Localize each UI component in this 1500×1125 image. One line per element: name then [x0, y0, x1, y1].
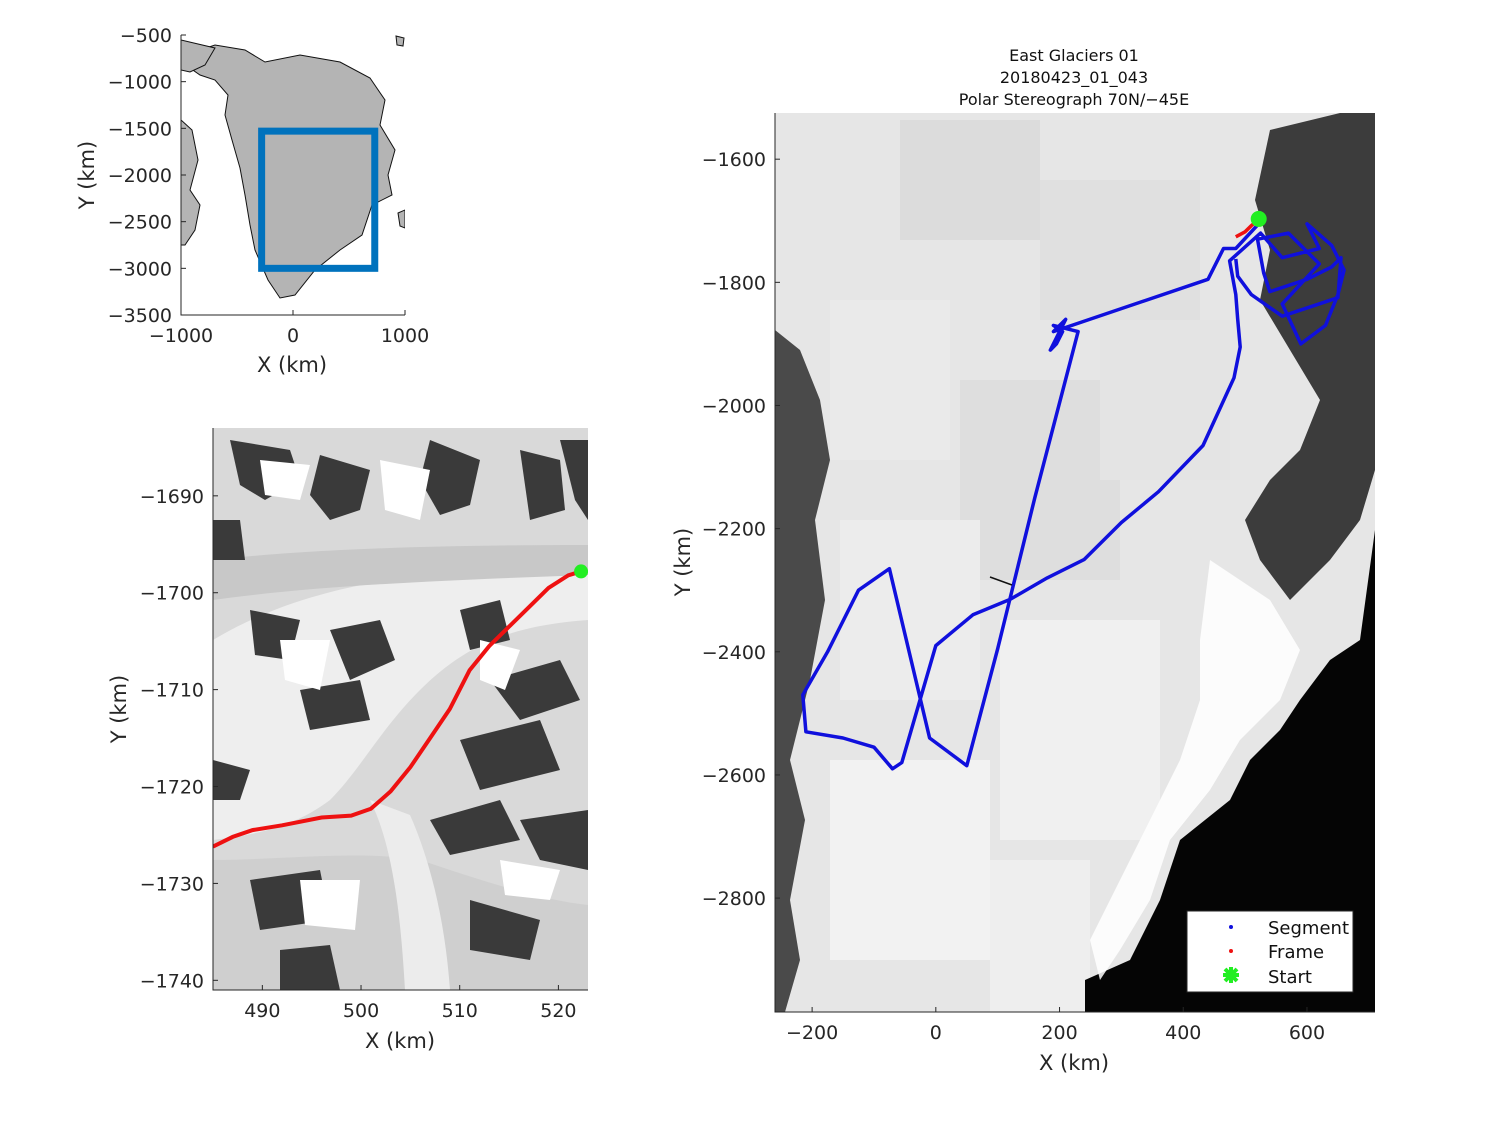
- overview-y-tick-label: −2500: [108, 212, 172, 234]
- legend-segment-label: Segment: [1268, 918, 1349, 939]
- zoom-y-label: Y (km): [107, 675, 131, 745]
- main-y-tick-label: −2400: [702, 642, 766, 664]
- main-x-tick-label: 600: [1289, 1022, 1325, 1044]
- main-y-tick-label: −2600: [702, 765, 766, 787]
- legend-start-label: Start: [1268, 967, 1312, 988]
- zoom-frame-track: [213, 569, 582, 849]
- main-coastal-fringe: [1090, 560, 1300, 980]
- main-title-line-2: 20180423_01_043: [1000, 68, 1148, 88]
- zoom-glacier-upper: [213, 545, 588, 600]
- zoom-x-label: X (km): [365, 1029, 435, 1053]
- overview-region-box: [258, 127, 379, 272]
- overview-y-tick-label: −1000: [108, 72, 172, 94]
- main-west-coast-terrain: [775, 330, 830, 1012]
- legend-segment-swatch: [1229, 925, 1233, 929]
- main-x-tick-label: −200: [786, 1022, 838, 1044]
- main-title-line-1: East Glaciers 01: [1009, 46, 1139, 65]
- zoom-y-tick-label: −1690: [140, 486, 204, 508]
- main-map: −200 0 200 400 600 −1600−1800−2000−2200−2400…: [671, 46, 1375, 1075]
- zoom-map: 490 500 510 520 −1690 −1700 −1710 −1720 −1730 −1…: [107, 428, 588, 1053]
- main-y-tick-label: −1600: [702, 149, 766, 171]
- legend-start-swatch: [1223, 967, 1239, 983]
- main-y-tick-label: −1800: [702, 272, 766, 294]
- main-start-marker: [1250, 210, 1267, 227]
- main-y-tick-label: −2000: [702, 395, 766, 417]
- zoom-y-tick-label: −1740: [140, 970, 204, 992]
- overview-y-tick-label: −1500: [108, 118, 172, 140]
- overview-x-tick-label: 1000: [381, 325, 429, 347]
- zoom-y-tick-label: −1700: [140, 583, 204, 605]
- zoom-snow-patches: [260, 460, 560, 930]
- legend-frame-swatch: [1229, 949, 1233, 953]
- zoom-start-marker: [574, 564, 588, 579]
- main-x-tick-label: 400: [1165, 1022, 1201, 1044]
- main-y-tick-label: −2800: [702, 888, 766, 910]
- main-mosaic-tiles: [830, 120, 1230, 1012]
- overview-y-tick-label: −3500: [108, 305, 172, 327]
- zoom-x-tick-label: 500: [343, 1000, 379, 1022]
- legend-frame-label: Frame: [1268, 942, 1324, 963]
- overview-y-label: Y (km): [75, 141, 99, 211]
- main-title-line-3: Polar Stereograph 70N/−45E: [959, 90, 1189, 109]
- overview-y-tick-label: −3000: [108, 258, 172, 280]
- overview-map: −1000 0 1000 −500 −1000 −1500 −2000 −2500 −3000…: [75, 25, 429, 377]
- baffin-island: [181, 119, 201, 246]
- main-x-label: X (km): [1039, 1051, 1109, 1075]
- overview-x-label: X (km): [257, 353, 327, 377]
- main-x-tick-label: 200: [1041, 1022, 1077, 1044]
- main-segment-track: [801, 222, 1346, 771]
- zoom-axes: [212, 428, 588, 991]
- main-small-feature: [989, 576, 1013, 586]
- main-x-tick-label: 0: [930, 1022, 942, 1044]
- overview-x-tick-label: 0: [287, 325, 299, 347]
- ellesmere-island: [181, 39, 216, 73]
- legend-box: [1186, 910, 1354, 993]
- zoom-x-tick-label: 510: [442, 1000, 478, 1022]
- zoom-x-tick-label: 490: [244, 1000, 280, 1022]
- main-ocean-area: [1085, 530, 1375, 1012]
- main-legend: Segment Frame Start: [1186, 910, 1354, 993]
- zoom-y-tick-label: −1710: [140, 680, 204, 702]
- zoom-y-tick-label: −1730: [140, 873, 204, 895]
- iceland-outline: [397, 209, 405, 229]
- main-y-tick-label: −2200: [702, 519, 766, 541]
- greenland-landmass: [184, 44, 396, 299]
- zoom-y-tick-label: −1720: [140, 777, 204, 799]
- svalbard-outline: [395, 35, 405, 47]
- zoom-x-tick-label: 520: [540, 1000, 576, 1022]
- main-axes: [774, 113, 1375, 1013]
- zoom-glacier-trunk: [370, 800, 450, 990]
- main-y-label: Y (km): [671, 528, 695, 598]
- overview-x-tick-label: −1000: [149, 325, 213, 347]
- overview-y-tick-label: −2000: [108, 165, 172, 187]
- overview-y-tick-label: −500: [120, 25, 172, 47]
